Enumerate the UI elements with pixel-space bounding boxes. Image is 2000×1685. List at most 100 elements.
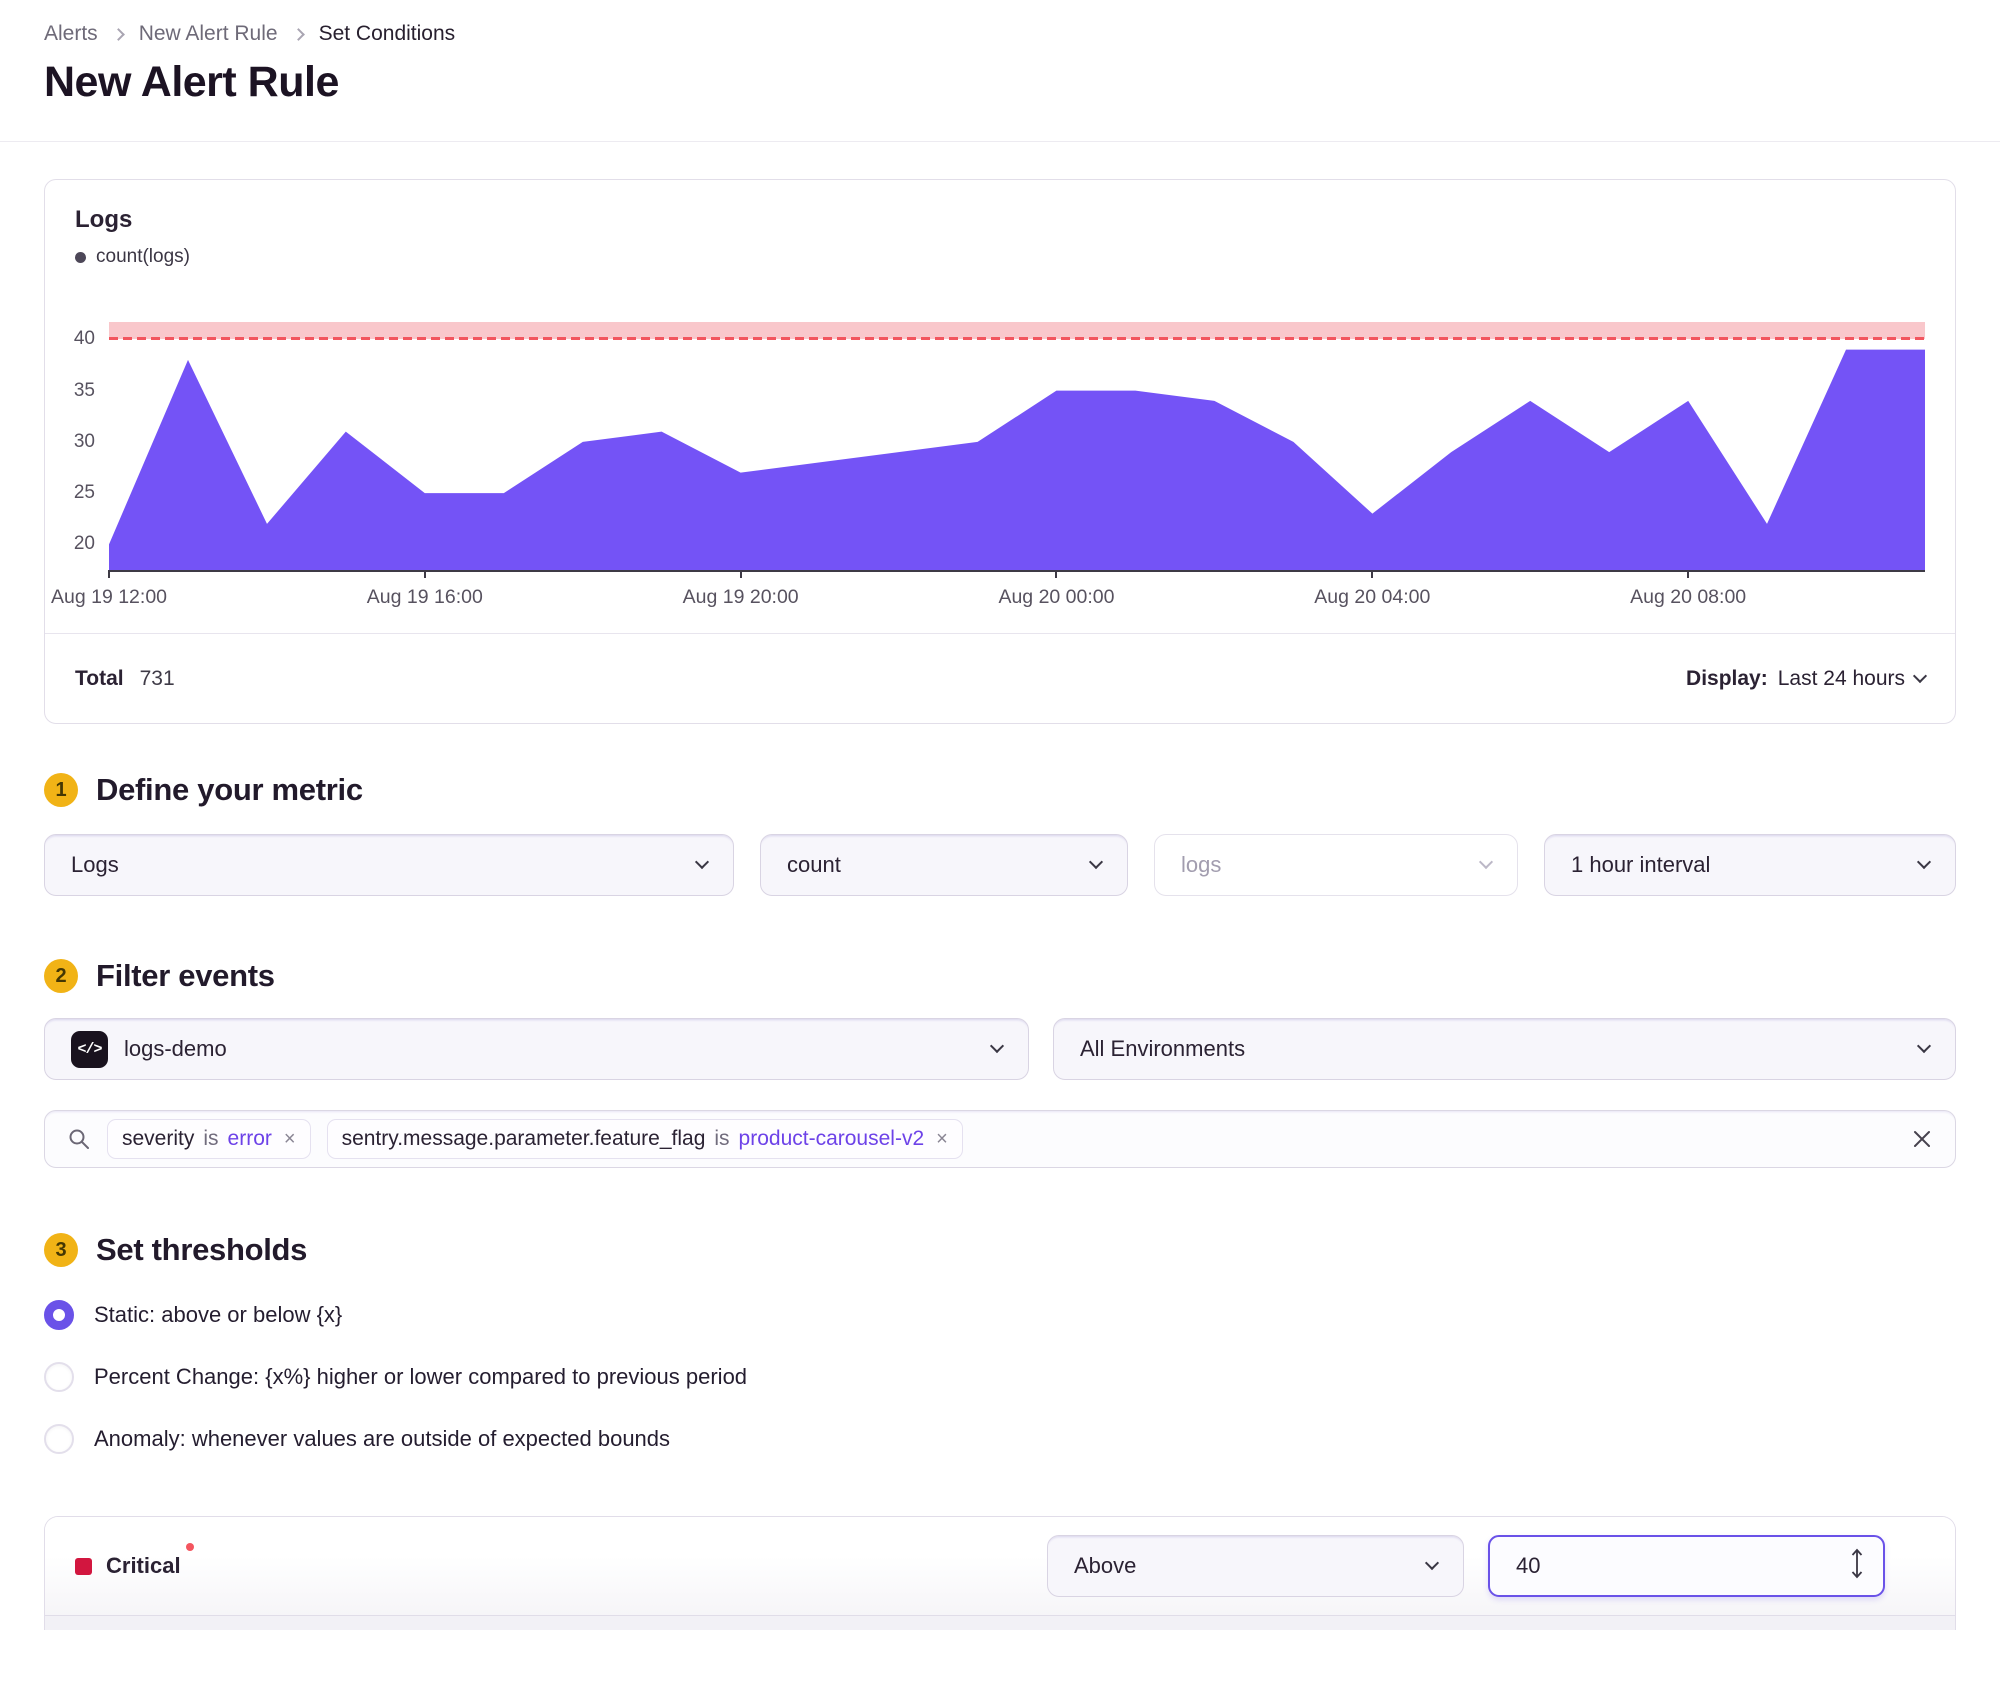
breadcrumb-item-alerts[interactable]: Alerts [44, 22, 98, 45]
total-label: Total [75, 666, 124, 690]
condition-select-value: Above [1074, 1553, 1137, 1578]
project-select[interactable]: </> logs-demo [44, 1018, 1029, 1080]
chart-legend: count(logs) [75, 246, 1925, 268]
x-axis-tick [1687, 570, 1690, 578]
breadcrumb: Alerts New Alert Rule Set Conditions [44, 0, 1956, 46]
stepper-arrows-icon[interactable] [1849, 1547, 1865, 1586]
chevron-down-icon [694, 854, 710, 870]
chart-plot[interactable]: 40 35 30 25 20 Aug 19 12:00 Aug 19 16:00 Aug 19… [51, 322, 1925, 608]
breadcrumb-separator-icon [291, 27, 305, 41]
aggregate-select-value: count [787, 852, 841, 877]
step-badge-1: 1 [44, 773, 78, 807]
x-axis-label: Aug 20 00:00 [998, 586, 1115, 608]
filter-search-bar[interactable]: severity is error × sentry.message.param… [44, 1110, 1956, 1168]
area-series [109, 349, 1925, 570]
step-badge-3: 3 [44, 1233, 78, 1267]
legend-label: count(logs) [96, 246, 190, 267]
field-select[interactable]: logs [1154, 834, 1518, 896]
metric-section-header: 1 Define your metric [44, 772, 1956, 808]
radio-unselected-icon[interactable] [44, 1362, 74, 1392]
filter-section-title: Filter events [96, 958, 275, 993]
step-badge-2: 2 [44, 959, 78, 993]
filter-chip-severity[interactable]: severity is error × [107, 1119, 311, 1159]
x-axis-tick [739, 570, 742, 578]
x-axis-tick [108, 570, 110, 578]
required-indicator-icon [185, 1543, 194, 1551]
header-divider [0, 141, 2000, 142]
filter-operator: is [714, 1127, 730, 1150]
radio-static[interactable]: Static: above or below {x} [44, 1300, 1956, 1330]
metric-section-title: Define your metric [96, 772, 363, 807]
radio-static-label: Static: above or below {x} [94, 1302, 343, 1327]
chart-footer: Total 731 Display: Last 24 hours [45, 633, 1955, 723]
x-axis-label: Aug 19 20:00 [682, 586, 799, 608]
thresholds-section-header: 3 Set thresholds [44, 1232, 1956, 1268]
threshold-line [109, 337, 1925, 340]
critical-threshold-panel: Critical Above [44, 1516, 1956, 1630]
radio-anomaly-label: Anomaly: whenever values are outside of … [94, 1426, 671, 1451]
total-value: 731 [139, 666, 175, 690]
filter-value: error [227, 1127, 272, 1150]
x-axis-label: Aug 20 08:00 [1630, 586, 1747, 608]
chart-panel: Logs count(logs) 40 35 30 25 20 Aug 19 12:00 A… [44, 179, 1956, 724]
y-axis-label: 35 [73, 379, 95, 401]
radio-anomaly[interactable]: Anomaly: whenever values are outside of … [44, 1424, 1956, 1454]
interval-select[interactable]: 1 hour interval [1544, 834, 1956, 896]
field-select-placeholder: logs [1181, 852, 1222, 877]
filter-key: sentry.message.parameter.feature_flag [341, 1127, 706, 1150]
thresholds-section-title: Set thresholds [96, 1232, 308, 1267]
search-icon [69, 1129, 89, 1149]
y-axis-label: 40 [73, 328, 95, 350]
chevron-down-icon [1916, 1038, 1932, 1054]
condition-select[interactable]: Above [1047, 1535, 1464, 1597]
dataset-select[interactable]: Logs [44, 834, 734, 896]
filter-value: product-carousel-v2 [738, 1127, 925, 1150]
radio-selected-icon[interactable] [44, 1300, 74, 1330]
environment-select[interactable]: All Environments [1053, 1018, 1956, 1080]
x-axis-tick [1371, 570, 1374, 578]
dataset-select-value: Logs [71, 852, 119, 877]
chevron-down-icon [1478, 854, 1494, 870]
environment-select-value: All Environments [1080, 1036, 1246, 1061]
chevron-down-icon [1088, 854, 1104, 870]
breadcrumb-item-set-conditions: Set Conditions [318, 22, 456, 45]
code-brackets-icon: </> [71, 1030, 108, 1068]
critical-severity-icon [75, 1557, 92, 1575]
critical-row: Critical Above [45, 1517, 1955, 1616]
next-threshold-row-partial [45, 1616, 1955, 1630]
chart-title: Logs [75, 206, 133, 233]
page-title: New Alert Rule [44, 58, 339, 106]
x-axis-label: Aug 20 04:00 [1314, 586, 1431, 608]
chip-remove-icon[interactable]: × [936, 1127, 948, 1150]
x-axis-label: Aug 19 12:00 [50, 586, 168, 608]
aggregate-select[interactable]: count [760, 834, 1128, 896]
filter-operator: is [203, 1127, 219, 1150]
display-value: Last 24 hours [1777, 666, 1905, 690]
project-select-value: logs-demo [124, 1036, 227, 1061]
display-label: Display: [1686, 666, 1768, 690]
filter-chip-feature-flag[interactable]: sentry.message.parameter.feature_flag is… [326, 1119, 963, 1159]
search-clear-button[interactable] [1911, 1128, 1933, 1150]
threshold-value-field [1488, 1535, 1885, 1597]
threshold-band [109, 322, 1925, 340]
breadcrumb-separator-icon [111, 27, 125, 41]
x-axis-label: Aug 19 16:00 [366, 586, 483, 608]
display-range-select[interactable]: Display: Last 24 hours [1686, 666, 1928, 691]
y-axis-label: 30 [73, 430, 95, 452]
threshold-value-input[interactable] [1488, 1535, 1885, 1597]
y-axis-label: 20 [73, 533, 95, 555]
area-polygon [109, 349, 1925, 570]
radio-percent-change[interactable]: Percent Change: {x%} higher or lower com… [44, 1362, 1956, 1392]
close-icon [1914, 1131, 1930, 1147]
filter-key: severity [122, 1127, 195, 1150]
filter-section-header: 2 Filter events [44, 958, 1956, 994]
interval-select-value: 1 hour interval [1571, 852, 1711, 877]
breadcrumb-item-new-alert-rule[interactable]: New Alert Rule [138, 22, 278, 45]
y-axis-label: 25 [73, 482, 95, 504]
x-axis-tick [1055, 570, 1058, 578]
chevron-down-icon [1912, 668, 1928, 683]
x-axis-tick [423, 570, 426, 578]
chip-remove-icon[interactable]: × [283, 1127, 296, 1150]
radio-unselected-icon[interactable] [44, 1424, 74, 1454]
critical-label: Critical [106, 1553, 181, 1578]
